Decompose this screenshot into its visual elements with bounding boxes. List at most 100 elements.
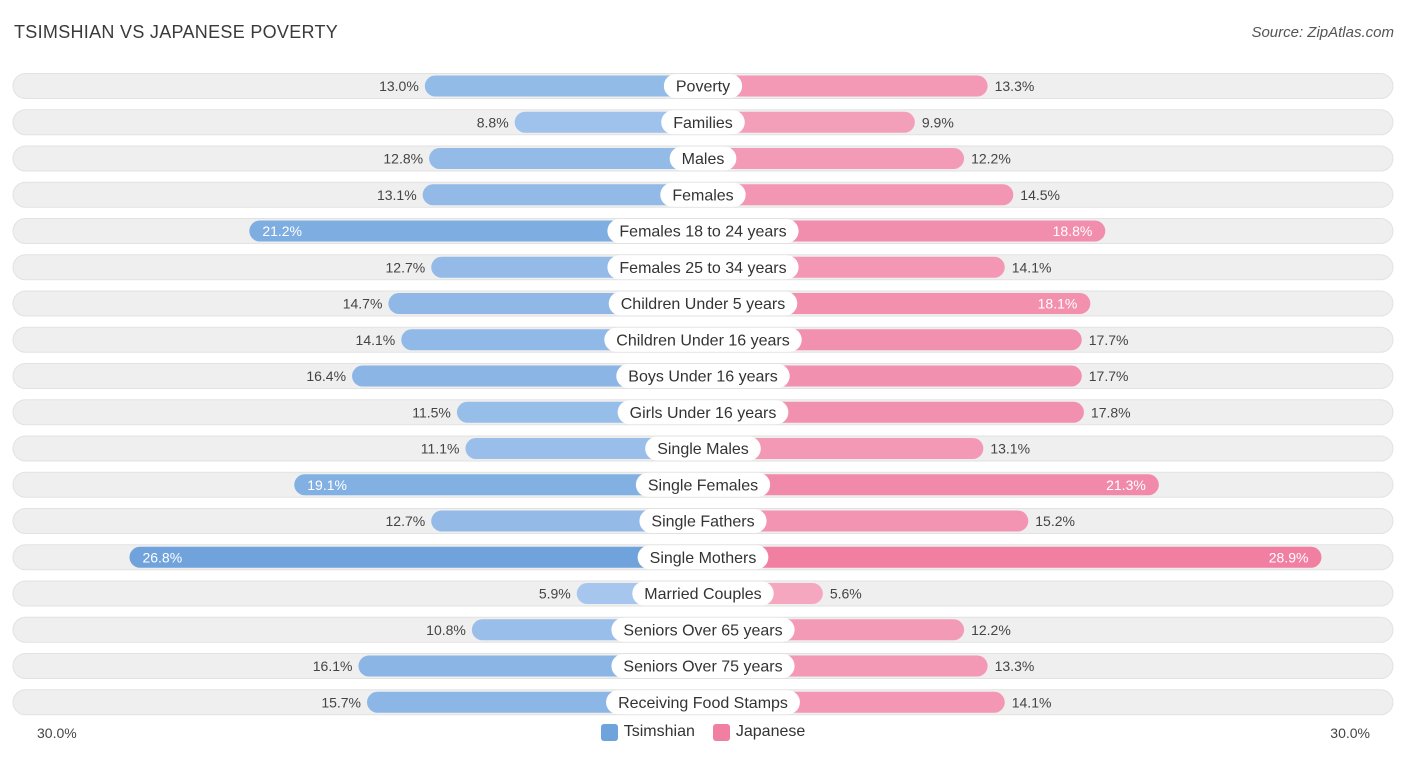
value-label-tsimshian: 8.8% [477, 114, 509, 130]
value-label-japanese: 17.7% [1089, 368, 1129, 384]
value-label-tsimshian: 15.7% [321, 694, 361, 710]
value-label-japanese: 18.8% [1053, 223, 1093, 239]
category-label: Females 18 to 24 years [619, 224, 786, 241]
category-label: Boys Under 16 years [628, 369, 777, 386]
value-label-tsimshian: 26.8% [142, 549, 182, 565]
value-label-japanese: 14.1% [1012, 694, 1052, 710]
value-label-japanese: 12.2% [971, 151, 1011, 167]
bar-tsimshian [422, 184, 703, 206]
legend-swatch-tsimshian [600, 723, 618, 741]
value-label-japanese: 9.9% [922, 114, 954, 130]
value-label-tsimshian: 10.8% [426, 622, 466, 638]
legend: Tsimshian Japanese [0, 723, 1406, 741]
bar-japanese [703, 401, 1084, 423]
value-label-tsimshian: 21.2% [262, 223, 302, 239]
value-label-japanese: 14.5% [1020, 187, 1060, 203]
category-label-pill [611, 654, 795, 678]
value-label-japanese: 12.2% [971, 622, 1011, 638]
value-label-japanese: 21.3% [1106, 477, 1146, 493]
value-label-japanese: 18.1% [1038, 296, 1078, 312]
category-label-pill [611, 617, 795, 642]
bar-tsimshian [465, 438, 703, 459]
category-label: Single Mothers [650, 550, 757, 567]
category-label: Seniors Over 75 years [623, 659, 782, 676]
category-label: Single Females [648, 477, 758, 494]
legend-item-tsimshian[interactable]: Tsimshian [600, 723, 695, 741]
source-note: Source: ZipAtlas.com [1251, 24, 1394, 41]
category-label-pill [604, 327, 802, 352]
category-label: Seniors Over 65 years [623, 622, 782, 639]
value-label-tsimshian: 5.9% [539, 586, 571, 602]
value-label-japanese: 13.3% [995, 658, 1035, 674]
category-label: Girls Under 16 years [630, 405, 777, 422]
bar-tsimshian [249, 220, 703, 242]
axis-label-right: 30.0% [1330, 725, 1370, 741]
value-label-japanese: 17.7% [1089, 332, 1129, 348]
category-label-pill [661, 110, 745, 135]
category-label: Families [673, 115, 733, 132]
value-label-japanese: 17.8% [1091, 404, 1131, 420]
value-label-japanese: 13.3% [995, 78, 1035, 94]
value-label-japanese: 28.9% [1269, 549, 1309, 565]
bar-tsimshian [424, 75, 703, 97]
category-label-pill [660, 182, 746, 207]
value-label-japanese: 15.2% [1035, 513, 1075, 529]
bar-tsimshian [431, 510, 703, 532]
value-label-tsimshian: 12.7% [386, 513, 426, 529]
bar-japanese [703, 365, 1082, 387]
chart-title: TSIMSHIAN VS JAPANESE POVERTY [14, 22, 339, 42]
category-label-pill [632, 581, 774, 606]
category-label: Children Under 16 years [616, 332, 789, 349]
category-label: Poverty [676, 79, 730, 96]
value-label-tsimshian: 12.7% [386, 259, 426, 275]
category-label: Females 25 to 34 years [619, 260, 786, 277]
bar-japanese [703, 510, 1029, 532]
value-label-tsimshian: 14.7% [343, 296, 383, 312]
value-label-japanese: 13.1% [990, 441, 1030, 457]
category-label-pill [637, 545, 769, 570]
bar-japanese [703, 148, 965, 169]
value-label-tsimshian: 11.5% [412, 404, 451, 420]
legend-label-japanese: Japanese [735, 723, 806, 740]
category-label-pill [607, 219, 799, 243]
value-label-tsimshian: 16.4% [306, 368, 346, 384]
bar-japanese [703, 438, 984, 459]
category-label: Receiving Food Stamps [618, 695, 788, 712]
value-label-tsimshian: 13.0% [379, 78, 419, 94]
value-label-tsimshian: 11.1% [421, 441, 460, 457]
category-label: Children Under 5 years [621, 296, 786, 313]
bar-tsimshian [294, 474, 703, 496]
bar-tsimshian [514, 111, 703, 133]
category-label-pill [606, 690, 800, 715]
value-label-tsimshian: 13.1% [377, 187, 417, 203]
value-label-japanese: 5.6% [830, 586, 862, 602]
category-label-pill [608, 291, 798, 316]
axis-label-left: 30.0% [37, 725, 77, 741]
bar-japanese [703, 220, 1106, 242]
value-label-japanese: 14.1% [1012, 259, 1052, 275]
bar-japanese [703, 75, 988, 97]
legend-swatch-japanese [712, 723, 730, 741]
value-label-tsimshian: 16.1% [313, 658, 353, 674]
category-label-pill [645, 436, 761, 461]
category-label-pill [616, 364, 790, 388]
category-label-pill [663, 74, 743, 98]
bar-tsimshian [352, 365, 703, 387]
category-label-pill [635, 472, 771, 497]
category-label: Females [672, 187, 733, 204]
legend-label-tsimshian: Tsimshian [623, 723, 695, 740]
bar-tsimshian [429, 148, 703, 169]
bar-japanese [703, 111, 915, 133]
legend-item-japanese[interactable]: Japanese [712, 723, 806, 741]
value-label-tsimshian: 12.8% [383, 151, 423, 167]
category-label-pill [617, 400, 789, 425]
bar-japanese [703, 293, 1091, 314]
bar-japanese [703, 546, 1322, 568]
value-label-tsimshian: 14.1% [356, 332, 396, 348]
value-label-tsimshian: 19.1% [307, 477, 347, 493]
bar-japanese [703, 184, 1014, 206]
category-label: Single Fathers [651, 514, 754, 531]
category-label: Single Males [657, 441, 749, 458]
bar-japanese [703, 474, 1159, 496]
